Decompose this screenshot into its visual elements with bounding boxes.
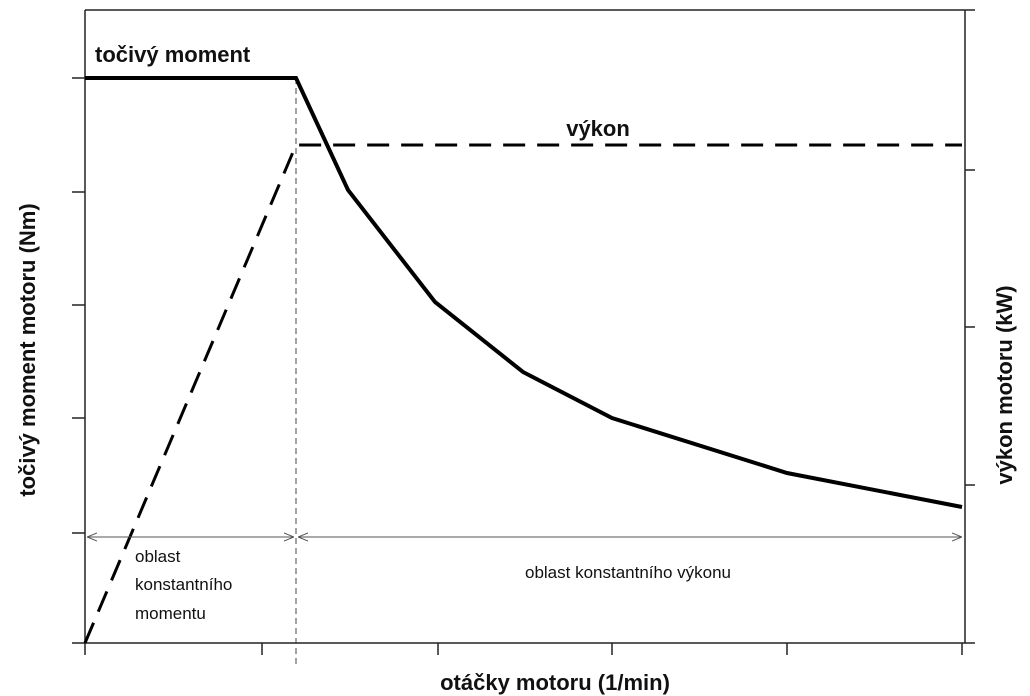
power-label: výkon	[566, 116, 630, 141]
frame	[72, 9, 966, 644]
power-curve	[83, 143, 962, 644]
region-label: oblast konstantního výkonu	[525, 563, 731, 582]
torque-label: točivý moment	[95, 42, 251, 67]
region-label: oblast	[135, 547, 181, 566]
region-label: momentu	[135, 604, 206, 623]
torque-curve	[85, 76, 963, 509]
ticks	[72, 9, 975, 655]
y2-axis-label: výkon motoru (kW)	[992, 285, 1017, 484]
region-label: konstantního	[135, 575, 232, 594]
y-axis-label: točivý moment motoru (Nm)	[15, 203, 40, 496]
x-axis-label: otáčky motoru (1/min)	[440, 670, 670, 695]
